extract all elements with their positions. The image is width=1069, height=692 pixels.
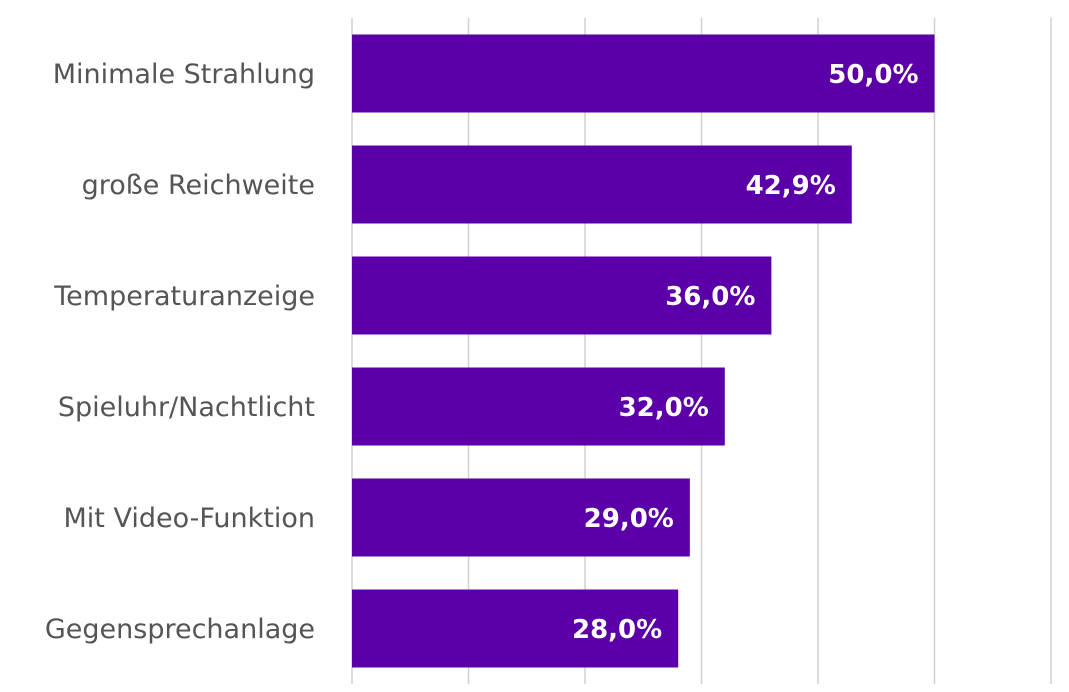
category-label: Gegensprechanlage: [45, 614, 315, 645]
category-label: Mit Video-Funktion: [64, 503, 316, 534]
bar: [352, 34, 935, 113]
value-label: 36,0%: [665, 282, 755, 312]
bar: [352, 478, 690, 557]
bar: [352, 367, 725, 446]
bar: [352, 145, 852, 224]
category-label: Spieluhr/Nachtlicht: [58, 392, 315, 423]
category-label: Minimale Strahlung: [53, 59, 315, 90]
value-label: 29,0%: [584, 504, 674, 534]
value-label: 28,0%: [572, 615, 662, 645]
bar: [352, 256, 772, 335]
value-label: 42,9%: [746, 171, 836, 201]
bar: [352, 589, 679, 668]
category-label: Temperaturanzeige: [53, 281, 315, 312]
value-label: 32,0%: [619, 393, 709, 423]
value-label: 50,0%: [828, 60, 918, 90]
category-label: große Reichweite: [82, 170, 315, 201]
